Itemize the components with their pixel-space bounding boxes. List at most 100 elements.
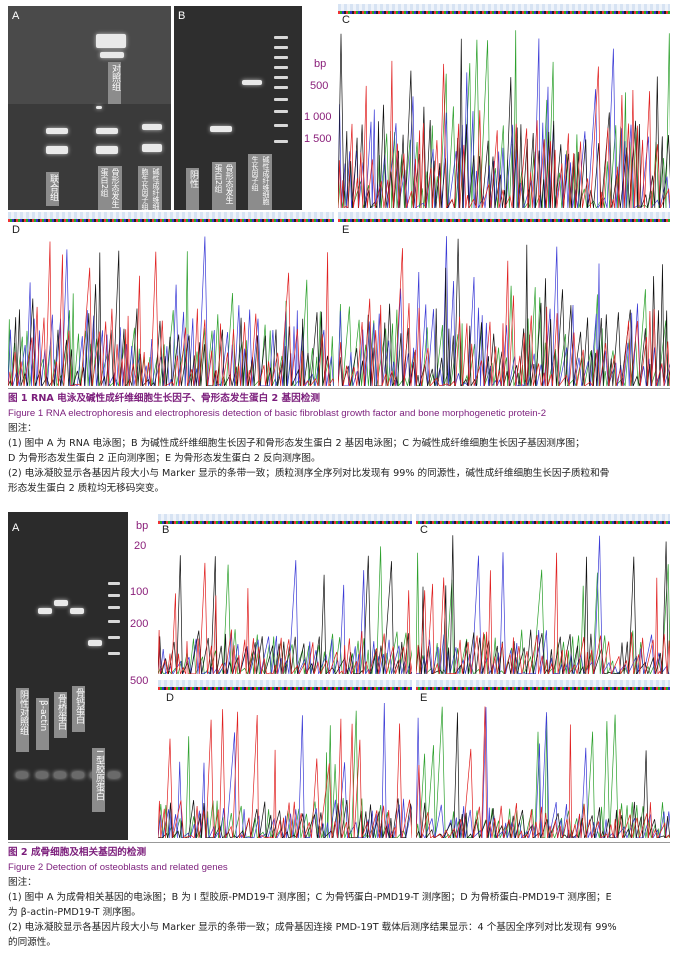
bp-mark: 20: [134, 540, 147, 552]
gel-well: [54, 772, 66, 778]
lane-label-bfgf: 碱性成纤维细胞生长因子组: [248, 154, 272, 210]
bp-unit-label: bp: [314, 58, 327, 70]
fig2-panel-b-letter: B: [162, 524, 170, 536]
gel-band: [54, 600, 68, 606]
bp-mark: 1 000: [304, 111, 332, 123]
fig1-panel-e-chromatogram: E: [338, 212, 670, 386]
gel-band: [96, 106, 102, 109]
lane-label-osteocalcin: 骨钙蛋白: [72, 686, 85, 732]
chromatogram-trace: [8, 236, 334, 386]
ladder-band: [108, 620, 120, 623]
ladder-band: [274, 46, 288, 49]
figure-1-note-1-cont: D 为骨形态发生蛋白 2 正向测序图；E 为骨形态发生蛋白 2 反向测序图。: [8, 453, 321, 464]
fig1-panel-a-letter: A: [12, 10, 20, 22]
gel-well: [108, 772, 120, 778]
figure-2-caption: 图 2 成骨细胞及相关基因的检测 Figure 2 Detection of o…: [8, 845, 670, 950]
figure-1-note-1: (1) 图中 A 为 RNA 电泳图；B 为碱性成纤维细胞生长因子和骨形态发生蛋…: [8, 438, 585, 449]
gel-well: [36, 772, 48, 778]
ladder-band: [274, 36, 288, 39]
fig2-panel-d-letter: D: [166, 692, 174, 704]
gel-band: [142, 144, 162, 152]
figure-2-title-en: Figure 2 Detection of osteoblasts and re…: [8, 862, 228, 873]
trace-channel-1: [158, 702, 412, 838]
chromatogram-trace: [158, 702, 412, 838]
ladder-band: [274, 56, 288, 59]
ladder-band: [108, 594, 120, 597]
trace-channel-2: [158, 798, 412, 838]
figure-1-note-2-cont: 形态发生蛋白 2 质粒均无移码突变。: [8, 483, 165, 494]
gel-band: [70, 608, 84, 614]
base-call-strip: [338, 219, 670, 222]
figure-2-note-1: (1) 图中 A 为成骨相关基因的电泳图；B 为 I 型胶原-PMD19-T 测…: [8, 892, 612, 903]
chromatogram-trace: [158, 546, 412, 674]
lane-label-collagen-i: I 型胶原蛋白: [92, 748, 105, 812]
ladder-band: [108, 606, 120, 609]
fig1-panel-d-letter: D: [12, 224, 20, 236]
base-ruler: [8, 212, 334, 219]
fig2-panel-e-letter: E: [420, 692, 428, 704]
fig1-panel-c-chromatogram: C: [338, 4, 670, 208]
figure-2-note-1-cont: 为 β-actin-PMD19-T 测序图。: [8, 907, 141, 918]
fig2-panel-c-chromatogram: C: [416, 514, 670, 674]
trace-channel-3: [416, 552, 670, 674]
base-call-strip: [338, 11, 670, 14]
fig2-panel-e-chromatogram: E: [416, 680, 670, 838]
chromatogram-trace: [416, 535, 670, 674]
ladder-band: [274, 98, 288, 101]
base-ruler: [158, 514, 412, 521]
ladder-band: [108, 582, 120, 585]
figure-2-note-2-cont: 的同源性。: [8, 937, 56, 948]
bp-mark: 1 500: [304, 133, 332, 145]
lane-label-beta-actin: β-actin: [36, 698, 49, 750]
trace-channel-3: [338, 60, 670, 208]
gel-band: [46, 146, 68, 154]
trace-channel-3: [8, 241, 334, 386]
ladder-band: [274, 110, 288, 113]
figure-1-note-label: 图注：: [8, 423, 37, 434]
gel-band: [46, 128, 68, 134]
trace-channel-2: [338, 33, 670, 208]
divider: [8, 842, 670, 843]
figure-1-title-cn: 图 1 RNA 电泳及碱性成纤维细胞生长因子、骨形态发生蛋白 2 基因检测: [8, 393, 320, 404]
gel-band: [96, 128, 118, 134]
fig2-panel-b-chromatogram: B: [158, 514, 412, 674]
fig1-panel-b-gel: B 阴性 骨形态发生蛋白2组 碱性成纤维细胞生长因子组: [174, 6, 302, 210]
base-call-strip: [158, 521, 412, 524]
ladder-band: [274, 86, 288, 89]
fig1-panel-a-upper: [8, 6, 171, 104]
ladder-band: [274, 124, 288, 127]
ladder-band: [274, 76, 288, 79]
trace-channel-3: [158, 562, 412, 674]
ladder-band: [108, 636, 120, 639]
lane-label-negative-control: 阴性对照组: [16, 688, 29, 752]
fig1-panel-e-letter: E: [342, 224, 350, 236]
trace-channel-3: [338, 248, 670, 386]
figure-1-note-2: (2) 电泳凝胶显示各基因片段大小与 Marker 显示的条带一致；质粒测序全序…: [8, 468, 610, 479]
gel-band: [210, 126, 232, 132]
fig1-panel-d-chromatogram: D: [8, 212, 334, 386]
trace-channel-3: [158, 709, 412, 838]
gel-band: [142, 124, 162, 130]
figure-2-title-cn: 图 2 成骨细胞及相关基因的检测: [8, 847, 147, 858]
figure-2-note-2: (2) 电泳凝胶显示各基因片段大小与 Marker 显示的条带一致；成骨基因连接…: [8, 922, 617, 933]
chromatogram-trace: [338, 30, 670, 208]
chromatogram-trace: [338, 236, 670, 386]
gel-band: [242, 80, 262, 85]
fig2-panel-d-chromatogram: D: [158, 680, 412, 838]
trace-channel-1: [338, 38, 670, 208]
base-call-strip: [158, 687, 412, 690]
lane-label-bmp2: 骨形态发生蛋白2组: [98, 166, 122, 210]
fig2-panel-a-letter: A: [12, 522, 20, 534]
lane-label-bfgf: 碱性成纤维细胞生长因子组: [138, 166, 162, 210]
lane-label-negative: 阴性: [186, 168, 199, 210]
divider: [8, 388, 670, 389]
base-call-strip: [416, 687, 670, 690]
base-call-strip: [416, 521, 670, 524]
fig2-panel-c-letter: C: [420, 524, 428, 536]
base-ruler: [416, 514, 670, 521]
gel-band: [100, 52, 124, 58]
figure-1-title-en: Figure 1 RNA electrophoresis and electro…: [8, 408, 547, 419]
trace-channel-0: [158, 546, 412, 674]
base-ruler: [158, 680, 412, 687]
bp-unit-label: bp: [136, 520, 149, 532]
